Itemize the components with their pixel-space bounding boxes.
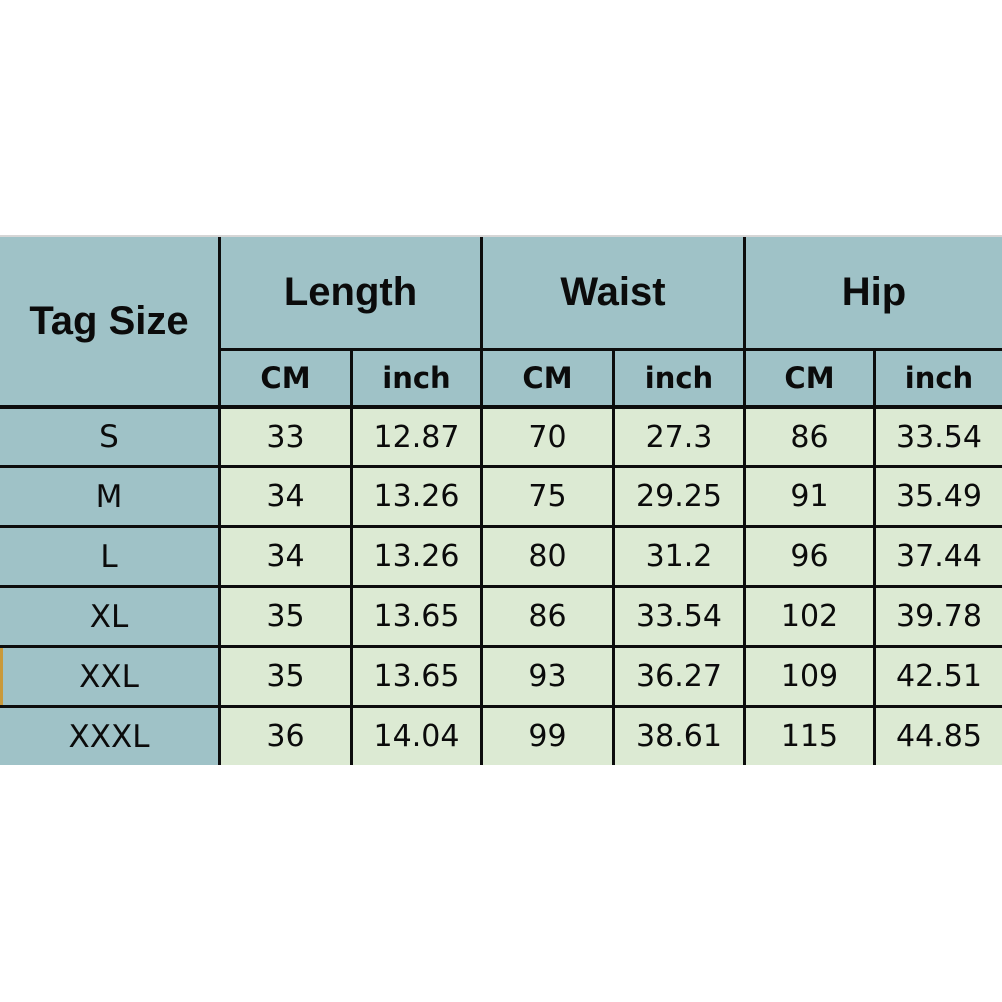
value-cell: 33 xyxy=(221,409,353,468)
value-cell: 14.04 xyxy=(353,708,483,765)
value-cell: 36 xyxy=(221,708,353,765)
unit-header-hip-cm: CM xyxy=(746,351,876,409)
left-accent-stripe xyxy=(0,648,3,705)
group-header-waist: Waist xyxy=(483,237,746,351)
unit-header-waist-cm: CM xyxy=(483,351,615,409)
group-header-length: Length xyxy=(221,237,483,351)
value-cell: 38.61 xyxy=(615,708,746,765)
value-cell: 75 xyxy=(483,468,615,528)
value-cell: 96 xyxy=(746,528,876,588)
value-cell: 31.2 xyxy=(615,528,746,588)
value-cell: 93 xyxy=(483,648,615,708)
value-cell: 80 xyxy=(483,528,615,588)
value-cell: 102 xyxy=(746,588,876,648)
value-cell: 29.25 xyxy=(615,468,746,528)
value-cell: 37.44 xyxy=(876,528,1002,588)
value-cell: 34 xyxy=(221,528,353,588)
value-cell: 34 xyxy=(221,468,353,528)
size-chart-table: Tag Size Length Waist Hip CM inch CM inc… xyxy=(0,237,1002,765)
size-row-label: M xyxy=(0,468,221,528)
value-cell: 13.26 xyxy=(353,468,483,528)
value-cell: 115 xyxy=(746,708,876,765)
value-cell: 109 xyxy=(746,648,876,708)
value-cell: 35 xyxy=(221,588,353,648)
value-cell: 39.78 xyxy=(876,588,1002,648)
value-cell: 12.87 xyxy=(353,409,483,468)
size-row-label: S xyxy=(0,409,221,468)
value-cell: 13.26 xyxy=(353,528,483,588)
size-row-label: XXXL xyxy=(0,708,221,765)
value-cell: 70 xyxy=(483,409,615,468)
value-cell: 35 xyxy=(221,648,353,708)
value-cell: 42.51 xyxy=(876,648,1002,708)
value-cell: 13.65 xyxy=(353,648,483,708)
table-top-edge xyxy=(0,235,1002,237)
corner-header-tag-size: Tag Size xyxy=(0,237,221,409)
group-header-hip: Hip xyxy=(746,237,1002,351)
value-cell: 33.54 xyxy=(876,409,1002,468)
unit-header-hip-inch: inch xyxy=(876,351,1002,409)
value-cell: 36.27 xyxy=(615,648,746,708)
unit-header-length-inch: inch xyxy=(353,351,483,409)
size-row-label: L xyxy=(0,528,221,588)
value-cell: 86 xyxy=(746,409,876,468)
unit-header-waist-inch: inch xyxy=(615,351,746,409)
value-cell: 35.49 xyxy=(876,468,1002,528)
unit-header-length-cm: CM xyxy=(221,351,353,409)
value-cell: 91 xyxy=(746,468,876,528)
value-cell: 99 xyxy=(483,708,615,765)
size-row-label: XL xyxy=(0,588,221,648)
size-row-label: XXL xyxy=(0,648,221,708)
value-cell: 86 xyxy=(483,588,615,648)
value-cell: 13.65 xyxy=(353,588,483,648)
value-cell: 33.54 xyxy=(615,588,746,648)
value-cell: 27.3 xyxy=(615,409,746,468)
value-cell: 44.85 xyxy=(876,708,1002,765)
